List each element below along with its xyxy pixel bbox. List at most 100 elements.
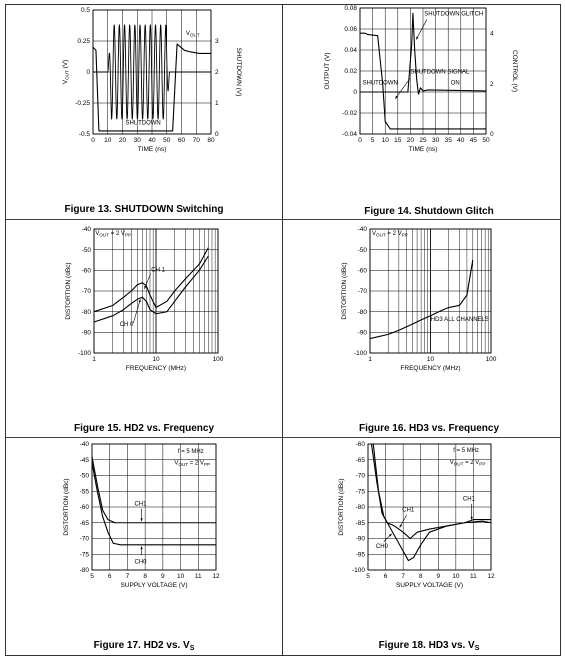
figure-14-caption: Figure 14. Shutdown Glitch (364, 206, 493, 217)
annotation-shutdown: SHUTDOWN (363, 81, 398, 87)
annotation-ch1: CH1 (135, 501, 148, 507)
y-axis-label: VOUT (V) (62, 60, 70, 85)
y-tick-label: -0.04 (342, 131, 357, 138)
y-axis-label-sub: OUT (65, 70, 70, 80)
annotation-ch1: CH 1 (151, 267, 165, 273)
annotation-vpp-sub: PP (125, 233, 131, 238)
annotation-vout-sub: OUT (99, 233, 109, 238)
annotation-ch1-left: CH1 (402, 508, 415, 514)
y-tick-label: -80 (358, 309, 368, 316)
x-tick-label: 40 (148, 137, 156, 144)
y-tick-label: -60 (356, 441, 366, 448)
x-axis-label: SUPPLY VOLTAGE (V) (120, 582, 187, 589)
annotation-vout-rest: = 2 V (386, 231, 402, 237)
y-tick-label: -70 (80, 536, 90, 543)
y-tick-label: -45 (80, 457, 90, 464)
chart-hd2-vs-vs: 5 6 7 8 9 10 11 12 -40 -45 -50 -55 -60 -65 -70 -75 -80 SU… (63, 441, 220, 589)
annotation-vout-main: V (186, 31, 190, 37)
x-tick-label: 9 (436, 573, 440, 580)
plot-border (91, 443, 217, 571)
x-tick-label: 8 (419, 573, 423, 580)
ch0-series (93, 255, 209, 323)
annotation-vout-sub: OUT (178, 462, 188, 467)
x-tick-label: 1 (92, 356, 96, 363)
annotation-vout-rest: = 2 V (188, 460, 204, 466)
annotation-shutdown-signal: SHUTDOWN SIGNAL (410, 70, 470, 76)
x-tick-label: 6 (384, 573, 388, 580)
annotation-shutdown: SHUTDOWN (125, 121, 160, 127)
output-series (360, 12, 487, 95)
y-tick-label: -100 (78, 350, 91, 357)
y-axis-label: DISTORTION (dBc) (65, 262, 72, 319)
y-axis-label: OUTPUT (V) (324, 52, 331, 89)
x-tick-label: 30 (134, 137, 142, 144)
x-tick-label: 11 (195, 573, 202, 580)
y-tick-label: 0.04 (344, 47, 357, 54)
y-tick-label: -80 (80, 567, 90, 574)
y-tick-label: -70 (358, 288, 368, 295)
x-tick-label: 50 (163, 137, 171, 144)
annotation-vout-main: V (174, 460, 178, 466)
y2-tick-label: 3 (215, 38, 219, 45)
ch1-arrow-head (140, 518, 143, 522)
annotation-vout-rest: = 2 V (463, 460, 479, 466)
x-tick-label: 50 (482, 137, 490, 144)
y-tick-label: -95 (356, 551, 366, 558)
x-tick-label: 7 (401, 573, 405, 580)
ch0-arrow (132, 299, 141, 324)
y-tick-label: -50 (82, 247, 92, 254)
figure-18-caption-sub: S (475, 645, 480, 652)
x-tick-label: 11 (470, 573, 477, 580)
annotation-ch0: CH0 (135, 560, 148, 566)
y2-tick-label: 0 (490, 131, 494, 138)
y2-tick-label: 4 (490, 30, 494, 37)
y2-axis-label: SHUTDOWN (V) (235, 48, 242, 97)
x-axis-label: TIME (ns) (138, 146, 167, 153)
y-tick-label: 0 (353, 89, 357, 96)
figure-16-caption: Figure 16. HD3 vs. Frequency (359, 423, 499, 434)
x-tick-label: 30 (432, 137, 440, 144)
shutdown-series (92, 43, 211, 132)
x-tick-label: 35 (445, 137, 453, 144)
y-tick-label: 0.06 (344, 26, 357, 33)
annotation-vout-rest: = 2 V (109, 231, 125, 237)
y-tick-label: -85 (356, 520, 366, 527)
plot-border (367, 443, 492, 571)
annotation-vout-sub: OUT (376, 233, 386, 238)
y-tick-label: -75 (80, 551, 90, 558)
chart-hd3-vs-vs: 5 6 7 8 9 10 11 12 -60 -65 -70 -75 -80 -85 -90 -95 -100 S… (338, 441, 495, 589)
chart-shutdown-switching: 0 10 20 30 40 50 60 70 80 -0.5 -0.25 0 0.25 0.5 0 1 2 3 TI… (62, 7, 242, 153)
ch0-series (372, 443, 492, 562)
x-tick-label: 9 (161, 573, 165, 580)
x-tick-label: 6 (108, 573, 112, 580)
chart-hd3-vs-frequency: 1 10 100 -40 -50 -60 -70 -80 -90 -100 FREQUENCY (M… (341, 226, 497, 372)
x-axis-label: TIME (ns) (409, 146, 438, 153)
figure-18-caption: Figure 18. HD3 vs. VS (379, 640, 480, 652)
y2-tick-label: 2 (215, 69, 219, 76)
y-tick-label: -0.5 (79, 131, 91, 138)
y-tick-label: -75 (356, 488, 366, 495)
chart-hd2-vs-frequency: 1 10 100 -40 -50 -60 -70 -80 -90 -100 FREQUENCY (M… (65, 226, 224, 372)
annotation-vout-main: V (372, 231, 376, 237)
annotation-ch0: CH0 (376, 544, 389, 550)
y-axis-label: DISTORTION (dBc) (341, 262, 348, 319)
x-tick-label: 70 (193, 137, 201, 144)
y-tick-label: -80 (82, 309, 92, 316)
x-tick-label: 80 (207, 137, 215, 144)
ch0-arrow-head (388, 533, 392, 537)
plot-border (359, 7, 487, 135)
figure-17-caption-main: Figure 17. HD2 vs. V (94, 640, 190, 651)
x-axis-label: SUPPLY VOLTAGE (V) (396, 582, 463, 589)
glitch-arrow (415, 19, 428, 40)
x-tick-label: 40 (457, 137, 465, 144)
annotation-frequency: f = 5 MHz (178, 449, 204, 455)
annotation-vout: VOUT (186, 31, 200, 38)
ch1-series (91, 456, 216, 524)
x-tick-label: 20 (119, 137, 127, 144)
x-tick-label: 10 (452, 573, 460, 580)
x-tick-label: 10 (152, 356, 160, 363)
annotation-vpp-sub: PP (204, 462, 210, 467)
x-tick-label: 100 (213, 356, 224, 363)
control-series (360, 32, 486, 130)
